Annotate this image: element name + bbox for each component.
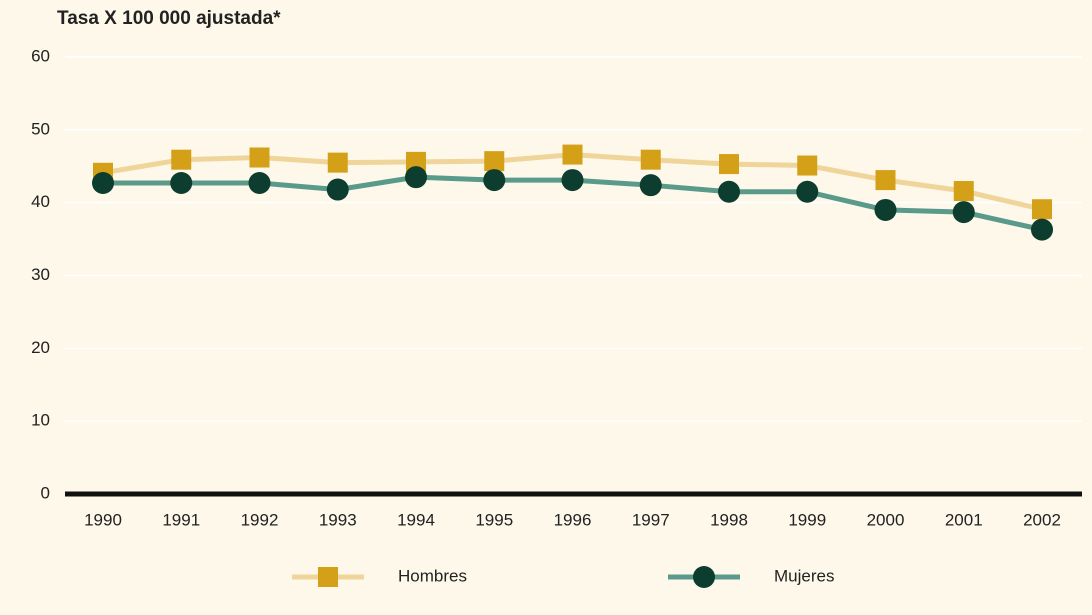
marker: [719, 154, 739, 175]
y-tick-label: 10: [31, 411, 50, 430]
marker: [952, 201, 975, 224]
marker: [1031, 218, 1053, 241]
marker: [718, 180, 740, 203]
marker: [639, 174, 662, 197]
marker: [249, 147, 270, 168]
marker: [483, 169, 506, 192]
marker: [171, 149, 192, 170]
marker: [484, 151, 505, 172]
legend-label: Mujeres: [774, 566, 834, 585]
y-tick-label: 20: [31, 338, 50, 357]
marker: [326, 178, 349, 201]
marker: [797, 155, 818, 176]
marker: [796, 180, 819, 203]
x-tick-label: 1999: [788, 510, 826, 529]
x-tick-label: 1997: [632, 510, 670, 529]
marker: [953, 181, 974, 202]
marker: [327, 152, 348, 173]
marker: [92, 172, 114, 195]
y-tick-label: 60: [31, 46, 50, 65]
x-tick-label: 1996: [554, 510, 592, 529]
legend-label: Hombres: [398, 566, 467, 585]
x-tick-label: 1992: [241, 510, 279, 529]
marker: [248, 172, 271, 195]
x-tick-label: 1993: [319, 510, 357, 529]
marker: [640, 149, 661, 170]
x-tick-label: 2000: [867, 510, 905, 529]
marker: [561, 169, 584, 192]
x-tick-label: 1995: [475, 510, 513, 529]
marker: [406, 151, 426, 172]
marker: [875, 170, 896, 191]
marker: [874, 198, 897, 221]
marker: [405, 166, 427, 189]
marker: [693, 566, 715, 588]
y-tick-label: 30: [31, 265, 50, 284]
x-tick-label: 1998: [710, 510, 748, 529]
chart-title: Tasa X 100 000 ajustada*: [57, 8, 281, 29]
marker: [170, 172, 193, 195]
x-tick-label: 2002: [1023, 510, 1061, 529]
y-tick-label: 40: [31, 192, 50, 211]
marker: [1032, 199, 1052, 220]
marker: [318, 567, 338, 587]
x-tick-label: 2001: [945, 510, 983, 529]
marker: [562, 144, 583, 165]
y-tick-label: 0: [41, 483, 50, 502]
x-tick-label: 1991: [162, 510, 200, 529]
x-tick-label: 1994: [397, 510, 435, 529]
y-tick-label: 50: [31, 119, 50, 138]
x-tick-label: 1990: [84, 510, 122, 529]
